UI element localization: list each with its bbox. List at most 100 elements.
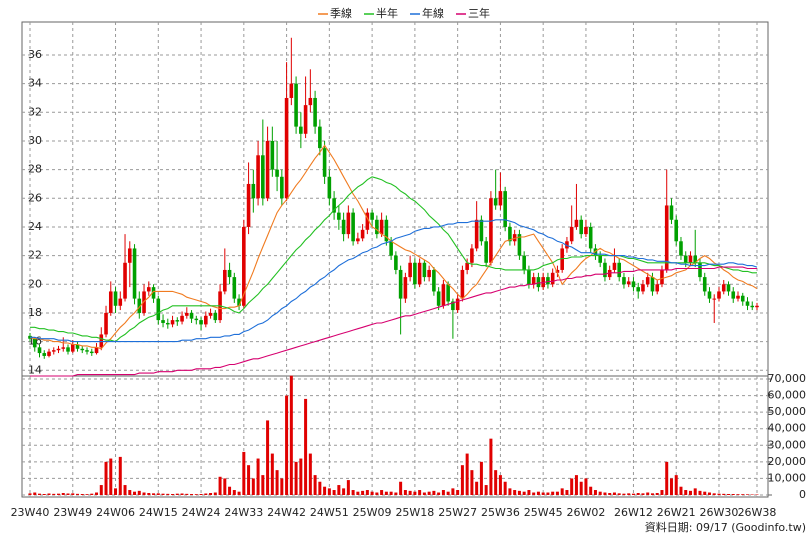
candle-body: [337, 212, 341, 220]
ma-line: [30, 176, 757, 343]
candle-body: [441, 284, 446, 306]
y-tick-label: 28: [28, 163, 42, 176]
volume-bar: [304, 398, 308, 495]
volume-bar: [289, 375, 293, 495]
candle-body: [132, 248, 137, 299]
candle-body: [322, 148, 327, 177]
candle-body: [261, 155, 265, 199]
candle-body: [108, 291, 113, 313]
volume-bar: [57, 493, 61, 495]
x-tick-label: 24W15: [139, 506, 178, 519]
candle-body: [755, 305, 759, 308]
candle-body: [522, 255, 526, 270]
candle-body: [199, 320, 203, 325]
candle-body: [631, 281, 636, 288]
volume-bar: [52, 493, 56, 495]
candle-body: [85, 350, 89, 352]
candle-body: [403, 277, 408, 299]
volume-bar: [351, 490, 355, 495]
x-tick-label: 23W40: [11, 506, 50, 519]
candle-body: [698, 262, 702, 278]
candle-body: [550, 272, 555, 285]
volume-bar: [698, 490, 702, 495]
candle-body: [189, 312, 194, 319]
candle-body: [42, 353, 47, 356]
candle-body: [398, 269, 403, 299]
volume-bar: [128, 490, 132, 495]
candle-body: [436, 291, 441, 306]
volume-bar: [38, 493, 42, 495]
volume-bar: [332, 490, 336, 495]
volume-bar: [323, 486, 327, 495]
candle-body: [32, 338, 37, 348]
candle-body: [360, 229, 365, 239]
volume-bar: [104, 461, 108, 495]
volume-bar: [479, 461, 483, 495]
y-tick-label: 26: [28, 191, 42, 204]
candle-body: [536, 277, 541, 288]
volume-bar: [627, 493, 631, 495]
candle-body: [664, 205, 669, 270]
volume-bar: [418, 490, 422, 495]
candle-body: [408, 262, 412, 278]
legend-label: 三年: [468, 6, 490, 20]
candle-body: [185, 312, 189, 316]
candle-body: [170, 320, 175, 325]
volume-bar: [223, 478, 227, 495]
candle-body: [531, 277, 536, 285]
candle-body: [70, 344, 75, 352]
x-tick-label: 25W18: [395, 506, 434, 519]
source-note: 資料日期: 09/17 (Goodinfo.tw): [645, 520, 806, 534]
volume-bar: [679, 486, 683, 495]
y-tick-label: 30: [28, 134, 42, 147]
y2-tick-label: 30,000: [768, 438, 807, 451]
candle-body: [389, 241, 393, 256]
volume-bar: [161, 493, 165, 495]
x-tick-label: 25W27: [438, 506, 477, 519]
volume-bar: [90, 493, 94, 495]
volume-bar: [413, 491, 417, 495]
x-tick-label: 24W51: [310, 506, 349, 519]
volume-bar: [541, 492, 545, 495]
volume-bar: [456, 490, 460, 495]
candle-body: [289, 83, 294, 98]
candle-body: [118, 298, 123, 306]
candle-body: [47, 351, 51, 356]
volume-bar: [589, 486, 593, 495]
x-tick-label: 26W12: [614, 506, 653, 519]
candle-body: [626, 281, 631, 285]
volume-bar: [646, 492, 650, 495]
candle-body: [104, 312, 108, 335]
volume-bar: [137, 490, 141, 495]
x-tick-label: 26W38: [738, 506, 777, 519]
candle-body: [498, 191, 503, 206]
volume-bar: [80, 494, 84, 495]
volume-bar: [503, 481, 507, 495]
volume-bar: [237, 491, 241, 495]
candle-body: [555, 269, 560, 273]
volume-bar: [669, 478, 673, 495]
candle-body: [156, 298, 161, 321]
candle-body: [37, 347, 42, 354]
x-tick-label: 26W02: [567, 506, 606, 519]
volume-bar: [327, 488, 331, 495]
volume-bar: [313, 475, 317, 495]
volume-bar: [565, 490, 569, 495]
candle-body: [479, 219, 484, 242]
candle-body: [612, 262, 617, 270]
volume-bar: [598, 491, 602, 495]
y-tick-label: 24: [28, 220, 42, 233]
candle-body: [161, 320, 165, 323]
candle-body: [299, 126, 303, 134]
candle-body: [736, 295, 740, 299]
candle-body: [56, 348, 61, 351]
candle-body: [679, 241, 683, 256]
volume-bar: [489, 438, 493, 495]
candle-body: [484, 241, 488, 263]
volume-bar: [422, 492, 426, 495]
volume-bar: [399, 481, 403, 495]
candle-body: [579, 219, 583, 235]
y2-tick-label: 0: [799, 488, 806, 501]
candle-body: [194, 318, 199, 321]
volume-bar: [171, 494, 175, 495]
